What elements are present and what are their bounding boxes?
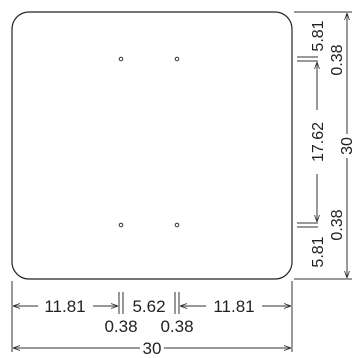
dim-bottom-hole: 0.38 <box>329 209 346 240</box>
hole-bottom-right <box>174 222 180 228</box>
dim-middle-segment: 5.62 <box>132 297 165 316</box>
dim-left-hole: 0.38 <box>104 317 137 336</box>
hole-bottom-left <box>118 222 124 228</box>
dim-middle-segment-vertical: 17.62 <box>310 122 327 162</box>
dim-top-segment: 5.81 <box>310 20 327 51</box>
dim-top-hole: 0.38 <box>329 44 346 75</box>
dim-bottom-segment: 5.81 <box>310 236 327 267</box>
hole-top-left <box>118 56 124 62</box>
plate-outline <box>11 11 293 280</box>
dim-overall-height: 30 <box>339 137 354 155</box>
hole-top-right <box>174 56 180 62</box>
dim-overall-width: 30 <box>143 339 162 358</box>
dim-right-segment: 11.81 <box>213 297 254 316</box>
dim-left-segment: 11.81 <box>44 297 85 316</box>
dim-right-hole: 0.38 <box>160 317 193 336</box>
